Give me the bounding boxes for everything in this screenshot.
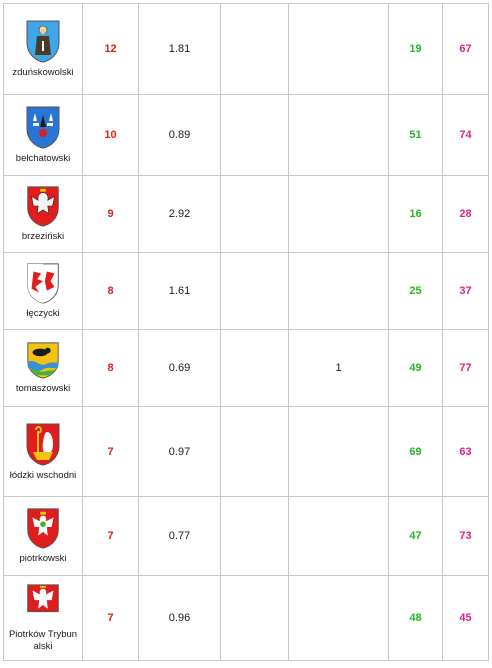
eagle-crest-icon <box>27 186 59 227</box>
bear-crest-icon <box>27 342 59 379</box>
counties-table: zduńskowolski 12 1.81 19 67 bełchatowski… <box>3 3 489 661</box>
county-name: piotrkowski <box>19 553 67 564</box>
rank-value: 8 <box>82 252 139 330</box>
half-eagle-crest-icon <box>27 263 59 304</box>
extra-value <box>288 575 389 661</box>
rank-value: 8 <box>82 329 139 407</box>
pink-value: 77 <box>442 329 489 407</box>
pink-value: 73 <box>442 496 489 576</box>
rank-value: 9 <box>82 175 139 253</box>
county-cell: bełchatowski <box>3 94 83 176</box>
empty-cell <box>220 406 289 497</box>
pink-value: 45 <box>442 575 489 661</box>
county-name: łęczycki <box>26 308 60 319</box>
empty-cell <box>220 175 289 253</box>
county-cell: zduńskowolski <box>3 3 83 95</box>
table-row: brzeziński 9 2.92 16 28 <box>3 175 489 253</box>
empty-cell <box>220 3 289 95</box>
table-row: piotrkowski 7 0.77 47 73 <box>3 496 489 576</box>
green-value: 51 <box>388 94 443 176</box>
pink-value: 63 <box>442 406 489 497</box>
pink-value: 37 <box>442 252 489 330</box>
saint-figure-crest-icon <box>26 20 60 63</box>
extra-value <box>288 252 389 330</box>
empty-cell <box>220 94 289 176</box>
county-cell: brzeziński <box>3 175 83 253</box>
ratio-value: 0.77 <box>138 496 221 576</box>
ratio-value: 1.61 <box>138 252 221 330</box>
rank-value: 10 <box>82 94 139 176</box>
rank-value: 7 <box>82 496 139 576</box>
table-row: bełchatowski 10 0.89 51 74 <box>3 94 489 176</box>
county-name: łódzki wschodni <box>9 469 77 481</box>
table-body: zduńskowolski 12 1.81 19 67 bełchatowski… <box>3 3 489 661</box>
ratio-value: 2.92 <box>138 175 221 253</box>
county-cell: Piotrków Trybunalski <box>3 575 83 661</box>
table-row: łódzki wschodni 7 0.97 69 63 <box>3 406 489 497</box>
extra-value: 1 <box>288 329 389 407</box>
county-name: bełchatowski <box>15 153 71 164</box>
green-value: 49 <box>388 329 443 407</box>
ratio-value: 0.97 <box>138 406 221 497</box>
county-cell: tomaszowski <box>3 329 83 407</box>
ratio-value: 0.96 <box>138 575 221 661</box>
county-cell: łódzki wschodni <box>3 406 83 497</box>
county-name: zduńskowolski <box>12 67 74 78</box>
ratio-value: 1.81 <box>138 3 221 95</box>
extra-value <box>288 94 389 176</box>
extra-value <box>288 175 389 253</box>
county-name: tomaszowski <box>15 383 71 394</box>
green-value: 69 <box>388 406 443 497</box>
crozier-crest-icon <box>26 423 60 466</box>
table-row: łęczycki 8 1.61 25 37 <box>3 252 489 330</box>
extra-value <box>288 3 389 95</box>
fleur-de-lis-crest-icon <box>26 106 60 149</box>
ratio-value: 0.69 <box>138 329 221 407</box>
green-value: 19 <box>388 3 443 95</box>
rank-value: 12 <box>82 3 139 95</box>
table-row: zduńskowolski 12 1.81 19 67 <box>3 3 489 95</box>
pink-value: 28 <box>442 175 489 253</box>
county-name: Piotrków Trybunalski <box>8 629 78 652</box>
county-cell: piotrkowski <box>3 496 83 576</box>
empty-cell <box>220 575 289 661</box>
empty-cell <box>220 252 289 330</box>
green-value: 47 <box>388 496 443 576</box>
pink-value: 74 <box>442 94 489 176</box>
table-row: Piotrków Trybunalski 7 0.96 48 45 <box>3 575 489 661</box>
county-name: brzeziński <box>21 231 65 242</box>
white-eagle-crest-icon <box>27 508 59 549</box>
table-row: tomaszowski 8 0.69 1 49 77 <box>3 329 489 407</box>
empty-cell <box>220 496 289 576</box>
extra-value <box>288 496 389 576</box>
green-value: 16 <box>388 175 443 253</box>
green-value: 25 <box>388 252 443 330</box>
ratio-value: 0.89 <box>138 94 221 176</box>
pink-value: 67 <box>442 3 489 95</box>
extra-value <box>288 406 389 497</box>
rank-value: 7 <box>82 575 139 661</box>
white-eagle-crest-icon <box>27 584 59 613</box>
county-cell: łęczycki <box>3 252 83 330</box>
empty-cell <box>220 329 289 407</box>
rank-value: 7 <box>82 406 139 497</box>
green-value: 48 <box>388 575 443 661</box>
